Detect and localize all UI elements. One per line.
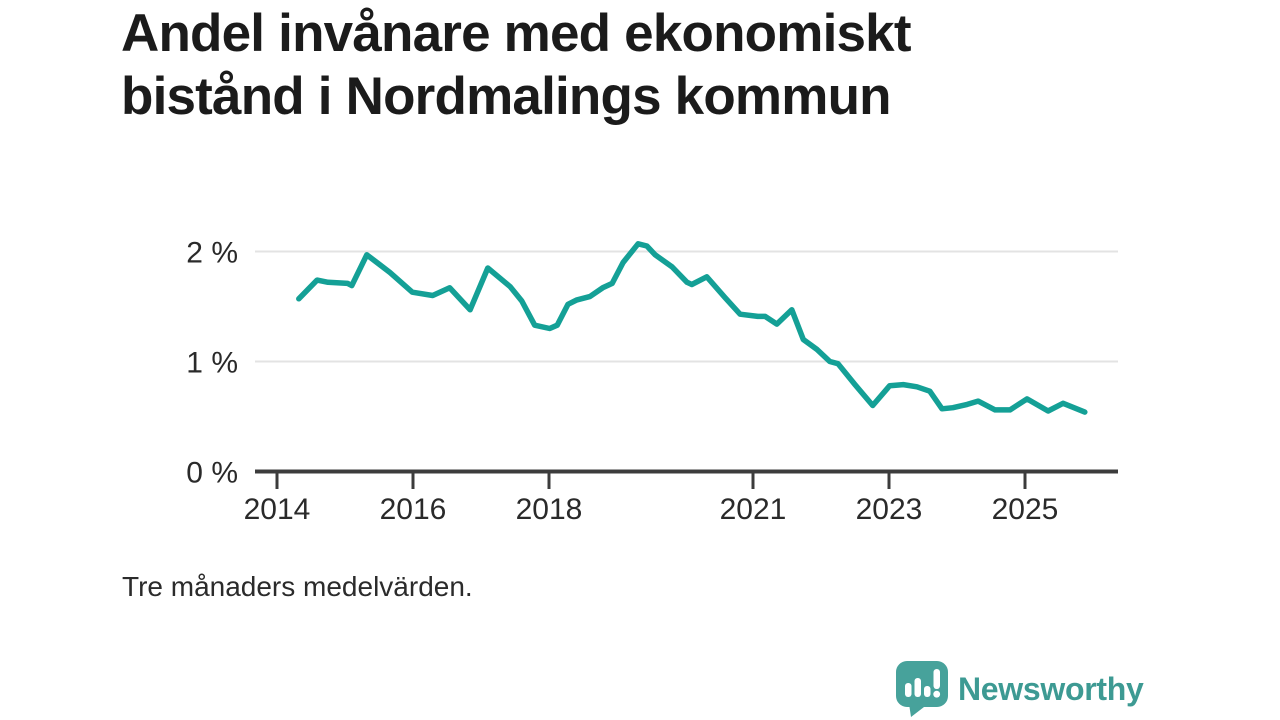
- x-tick-label: 2023: [856, 493, 923, 526]
- chart-note: Tre månaders medelvärden.: [122, 571, 473, 602]
- page-title-line-2: bistånd i Nordmalings kommun: [121, 67, 892, 126]
- x-tick-label: 2025: [992, 493, 1059, 526]
- y-tick-label: 2 %: [186, 237, 238, 270]
- page-title-line-1: Andel invånare med ekonomiskt: [121, 4, 912, 63]
- y-tick-label: 1 %: [186, 347, 238, 380]
- newsworthy-logo: Newsworthy: [896, 661, 1144, 717]
- logo-exclamation-dot: [933, 690, 941, 698]
- x-tick-label: 2021: [720, 493, 787, 526]
- logo-bubble-shape: [896, 661, 948, 717]
- newsworthy-logo-text: Newsworthy: [958, 671, 1144, 707]
- page-title: Andel invånare med ekonomiskt bistånd i …: [121, 2, 1081, 128]
- x-tick-label: 2014: [244, 493, 311, 526]
- logo-bar-1: [905, 683, 912, 697]
- logo-bar-3: [924, 686, 931, 697]
- logo-exclamation-bar: [933, 669, 940, 689]
- x-tick-label: 2016: [380, 493, 447, 526]
- logo-bar-2: [914, 678, 921, 697]
- newsworthy-chart-bubble-icon: [896, 661, 948, 717]
- series-line: [296, 241, 1088, 415]
- x-tick-label: 2018: [516, 493, 583, 526]
- y-tick-label: 0 %: [186, 457, 238, 490]
